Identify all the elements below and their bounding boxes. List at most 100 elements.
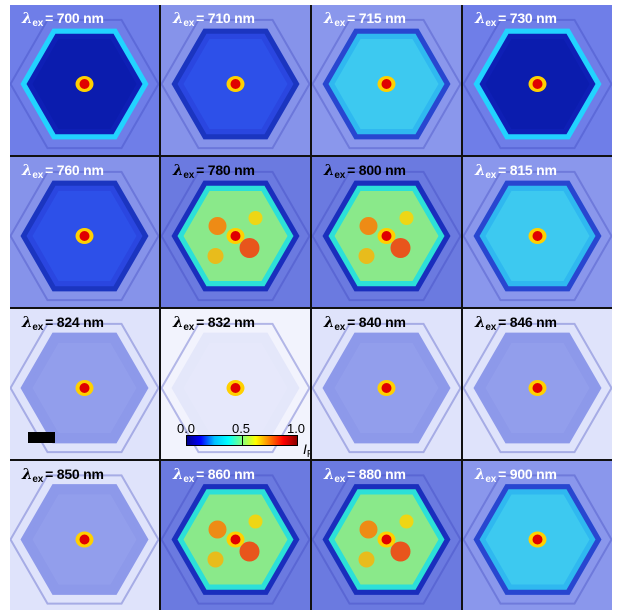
equals-sign: = [45, 10, 57, 26]
lambda-subscript: ex [32, 474, 44, 485]
pl-map-panel: λex = 800 nm [312, 157, 461, 307]
pl-map-image [463, 309, 612, 459]
colorbar-unit: IPL [303, 441, 310, 459]
lambda-symbol: λ [22, 465, 33, 483]
lambda-subscript: ex [334, 18, 346, 29]
pl-map-image [463, 157, 612, 307]
wavelength-value: 780 nm [207, 162, 255, 178]
pl-map-image [161, 157, 310, 307]
lambda-subscript: ex [485, 170, 497, 181]
pl-map-image [10, 461, 159, 610]
pl-map-panel: λex = 840 nm [312, 309, 461, 459]
equals-sign: = [347, 162, 359, 178]
pl-map-image [312, 461, 461, 610]
lambda-symbol: λ [475, 465, 486, 483]
wavelength-value: 800 nm [358, 162, 406, 178]
excitation-wavelength-label: λex = 850 nm [22, 465, 104, 485]
wavelength-value: 840 nm [358, 314, 406, 330]
wavelength-value: 715 nm [358, 10, 406, 26]
lambda-subscript: ex [334, 170, 346, 181]
colorbar-tick-label: 0.5 [231, 421, 251, 436]
excitation-wavelength-label: λex = 840 nm [324, 313, 406, 333]
wavelength-value: 700 nm [56, 10, 104, 26]
excitation-wavelength-label: λex = 815 nm [475, 161, 557, 181]
wavelength-value: 880 nm [358, 466, 406, 482]
wavelength-value: 850 nm [56, 466, 104, 482]
pl-map-panel: λex = 780 nm [161, 157, 310, 307]
lambda-symbol: λ [475, 161, 486, 179]
lambda-symbol: λ [475, 313, 486, 331]
wavelength-value: 846 nm [509, 314, 557, 330]
colorbar-midtick [242, 435, 243, 446]
colorbar: 0.0 0.5 1.0 IPL [177, 421, 310, 459]
pl-map-image [463, 461, 612, 610]
excitation-wavelength-label: λex = 900 nm [475, 465, 557, 485]
lambda-symbol: λ [173, 313, 184, 331]
excitation-wavelength-label: λex = 730 nm [475, 9, 557, 29]
pl-map-image [161, 461, 310, 610]
equals-sign: = [45, 466, 57, 482]
excitation-wavelength-label: λex = 700 nm [22, 9, 104, 29]
pl-map-panel: λex = 710 nm [161, 5, 310, 155]
equals-sign: = [347, 10, 359, 26]
excitation-wavelength-label: λex = 832 nm [173, 313, 255, 333]
wavelength-value: 760 nm [56, 162, 104, 178]
excitation-wavelength-label: λex = 880 nm [324, 465, 406, 485]
wavelength-value: 832 nm [207, 314, 255, 330]
excitation-wavelength-label: λex = 760 nm [22, 161, 104, 181]
pl-map-image [10, 5, 159, 155]
lambda-subscript: ex [485, 474, 497, 485]
pl-map-panel: λex = 850 nm [10, 461, 159, 610]
excitation-wavelength-label: λex = 824 nm [22, 313, 104, 333]
excitation-wavelength-label: λex = 860 nm [173, 465, 255, 485]
pl-map-panel: λex = 700 nm [10, 5, 159, 155]
lambda-symbol: λ [324, 161, 335, 179]
colorbar-gradient [186, 435, 298, 446]
pl-map-image [312, 309, 461, 459]
equals-sign: = [498, 10, 510, 26]
colorbar-tick-label: 0.0 [176, 421, 196, 436]
lambda-subscript: ex [334, 474, 346, 485]
pl-map-image [463, 5, 612, 155]
wavelength-value: 860 nm [207, 466, 255, 482]
pl-map-panel: λex = 815 nm [463, 157, 612, 307]
wavelength-value: 710 nm [207, 10, 255, 26]
pl-map-panel: λex = 730 nm [463, 5, 612, 155]
scale-bar [28, 432, 55, 443]
excitation-wavelength-label: λex = 710 nm [173, 9, 255, 29]
colorbar-ticks: 0.0 0.5 1.0 [177, 421, 305, 436]
pl-map-panel: λex = 824 nm [10, 309, 159, 459]
lambda-symbol: λ [173, 9, 184, 27]
lambda-subscript: ex [485, 18, 497, 29]
wavelength-value: 824 nm [56, 314, 104, 330]
lambda-subscript: ex [183, 322, 195, 333]
equals-sign: = [45, 162, 57, 178]
lambda-subscript: ex [183, 474, 195, 485]
lambda-symbol: λ [324, 313, 335, 331]
lambda-symbol: λ [173, 161, 184, 179]
figure-grid: λex = 700 nm λex = 710 nm λex = 715 nm λex =… [10, 5, 612, 610]
pl-map-panel: λex = 846 nm [463, 309, 612, 459]
pl-map-image [10, 157, 159, 307]
lambda-symbol: λ [324, 465, 335, 483]
lambda-subscript: ex [183, 170, 195, 181]
pl-map-image [312, 157, 461, 307]
excitation-wavelength-label: λex = 800 nm [324, 161, 406, 181]
wavelength-value: 900 nm [509, 466, 557, 482]
pl-map-image [161, 309, 310, 459]
equals-sign: = [498, 314, 510, 330]
pl-map-panel: λex = 860 nm [161, 461, 310, 610]
pl-map-panel: λex= 832 nm 0.0 0.5 1.0 IPL [161, 309, 310, 459]
colorbar-unit-symbol: I [303, 441, 307, 457]
lambda-symbol: λ [22, 313, 33, 331]
pl-map-image [312, 5, 461, 155]
equals-sign: = [347, 466, 359, 482]
pl-map-panel: λex = 880 nm [312, 461, 461, 610]
lambda-subscript: ex [183, 18, 195, 29]
pl-map-panel: λex = 760 nm [10, 157, 159, 307]
lambda-subscript: ex [485, 322, 497, 333]
lambda-subscript: ex [32, 170, 44, 181]
excitation-wavelength-label: λex = 715 nm [324, 9, 406, 29]
colorbar-unit-subscript: PL [307, 449, 310, 459]
lambda-subscript: ex [32, 18, 44, 29]
